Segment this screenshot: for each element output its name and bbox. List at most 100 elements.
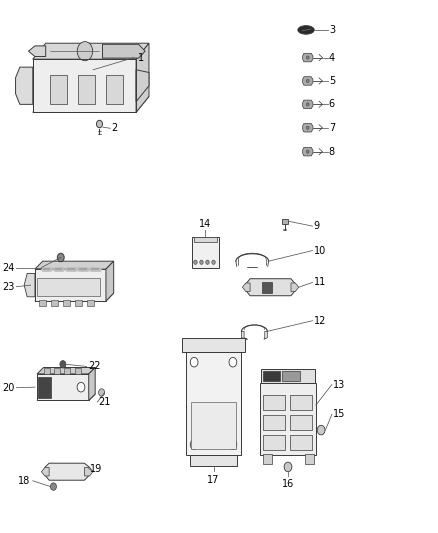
Polygon shape (33, 43, 149, 59)
FancyBboxPatch shape (74, 368, 81, 374)
FancyBboxPatch shape (263, 371, 280, 381)
Circle shape (190, 358, 198, 367)
Polygon shape (45, 463, 90, 480)
FancyBboxPatch shape (290, 415, 312, 430)
Circle shape (99, 389, 105, 396)
Circle shape (60, 361, 66, 368)
Polygon shape (303, 53, 313, 62)
Text: 24: 24 (2, 263, 15, 272)
Text: 6: 6 (329, 99, 335, 109)
Text: 1: 1 (138, 53, 145, 62)
Circle shape (57, 253, 64, 262)
Polygon shape (28, 46, 46, 56)
Text: 13: 13 (333, 379, 346, 390)
Text: 23: 23 (2, 282, 15, 292)
FancyBboxPatch shape (263, 435, 285, 450)
FancyBboxPatch shape (262, 282, 272, 293)
Polygon shape (190, 455, 237, 466)
FancyBboxPatch shape (75, 300, 82, 306)
FancyBboxPatch shape (282, 219, 287, 224)
Polygon shape (35, 261, 114, 269)
Circle shape (307, 56, 309, 59)
Text: 12: 12 (314, 316, 326, 326)
FancyBboxPatch shape (50, 75, 67, 104)
FancyBboxPatch shape (191, 402, 237, 449)
Polygon shape (33, 96, 149, 112)
Polygon shape (37, 374, 89, 400)
Circle shape (229, 440, 237, 449)
Polygon shape (303, 100, 313, 109)
Polygon shape (33, 59, 136, 112)
Text: 17: 17 (207, 475, 220, 486)
Text: 2: 2 (112, 123, 118, 133)
Text: 18: 18 (18, 476, 31, 486)
Polygon shape (264, 332, 267, 340)
Text: 3: 3 (329, 25, 335, 35)
Circle shape (307, 150, 309, 154)
Polygon shape (85, 467, 93, 476)
Text: 10: 10 (314, 246, 326, 255)
FancyBboxPatch shape (78, 75, 95, 104)
FancyBboxPatch shape (261, 368, 315, 383)
Polygon shape (35, 293, 114, 301)
Text: 19: 19 (90, 464, 102, 473)
FancyBboxPatch shape (263, 415, 285, 430)
Circle shape (206, 260, 209, 264)
Text: 8: 8 (329, 147, 335, 157)
Text: 5: 5 (329, 76, 335, 86)
Polygon shape (41, 467, 49, 476)
FancyBboxPatch shape (186, 352, 241, 455)
Circle shape (50, 483, 57, 490)
Polygon shape (246, 279, 295, 296)
Circle shape (200, 260, 203, 264)
Text: 14: 14 (199, 219, 212, 229)
Polygon shape (303, 77, 313, 85)
FancyBboxPatch shape (194, 237, 217, 242)
Circle shape (194, 260, 197, 264)
Text: 7: 7 (329, 123, 335, 133)
Text: 15: 15 (333, 409, 346, 419)
Text: 22: 22 (88, 361, 100, 372)
Circle shape (307, 126, 309, 130)
Circle shape (317, 425, 325, 435)
Circle shape (229, 358, 237, 367)
FancyBboxPatch shape (263, 394, 285, 409)
Polygon shape (303, 148, 313, 156)
Polygon shape (37, 394, 95, 400)
Text: 4: 4 (329, 53, 335, 62)
Ellipse shape (298, 26, 314, 34)
Circle shape (77, 42, 93, 61)
FancyBboxPatch shape (39, 300, 46, 306)
Polygon shape (242, 283, 250, 292)
Polygon shape (303, 124, 313, 132)
FancyBboxPatch shape (305, 454, 314, 464)
Polygon shape (241, 332, 247, 340)
FancyBboxPatch shape (64, 300, 70, 306)
Polygon shape (37, 368, 95, 374)
FancyBboxPatch shape (263, 454, 272, 464)
FancyBboxPatch shape (106, 75, 123, 104)
Polygon shape (136, 70, 149, 102)
Circle shape (77, 382, 85, 392)
FancyBboxPatch shape (64, 368, 70, 374)
Polygon shape (291, 283, 299, 292)
Text: 16: 16 (282, 479, 294, 489)
Text: 21: 21 (99, 397, 111, 407)
Polygon shape (102, 44, 145, 58)
Polygon shape (24, 273, 35, 297)
Text: 20: 20 (2, 383, 15, 393)
Circle shape (284, 462, 292, 472)
Polygon shape (16, 67, 33, 104)
FancyBboxPatch shape (51, 300, 58, 306)
FancyBboxPatch shape (43, 368, 49, 374)
FancyBboxPatch shape (38, 376, 51, 398)
FancyBboxPatch shape (88, 300, 94, 306)
FancyBboxPatch shape (192, 237, 219, 268)
FancyBboxPatch shape (54, 368, 60, 374)
Polygon shape (106, 261, 114, 301)
Polygon shape (182, 338, 245, 352)
Circle shape (190, 440, 198, 449)
FancyBboxPatch shape (260, 383, 316, 455)
Text: 11: 11 (314, 278, 326, 287)
Polygon shape (35, 269, 106, 301)
